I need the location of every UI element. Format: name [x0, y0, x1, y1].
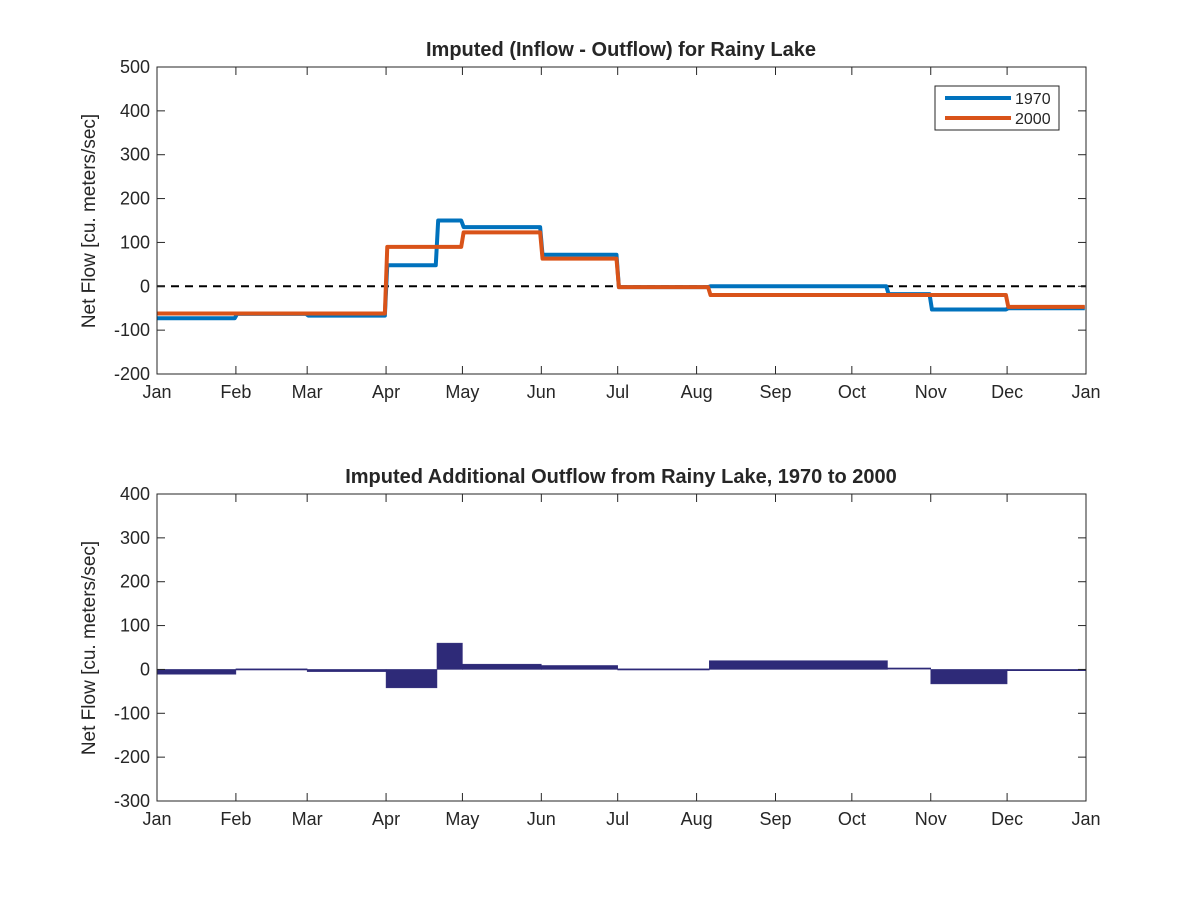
- bottom-chart-panel: Imputed Additional Outflow from Rainy La…: [79, 466, 1101, 829]
- legend-label-1970: 1970: [1015, 91, 1051, 108]
- bottom-chart-y-tick-label: 400: [120, 484, 150, 504]
- top-chart-y-tick-label: -200: [114, 364, 150, 384]
- top-chart-x-tick-label: Feb: [220, 382, 251, 402]
- top-chart-x-tick-label: Oct: [838, 382, 866, 402]
- top-chart-y-tick-label: 300: [120, 145, 150, 165]
- top-chart-x-tick-label: Jun: [527, 382, 556, 402]
- top-chart-legend[interactable]: 1970 2000: [934, 85, 1060, 131]
- top-chart-x-tick-label: Nov: [915, 382, 947, 402]
- bottom-chart-y-tick-label: 200: [120, 572, 150, 592]
- bottom-chart-axes-box: [156, 493, 1087, 802]
- top-chart-x-tick-label: Jan: [1071, 382, 1100, 402]
- top-chart-title: Imputed (Inflow - Outflow) for Rainy Lak…: [426, 39, 816, 61]
- bottom-chart-bar-segment: [306, 669, 387, 672]
- bottom-chart-y-axis-label: Net Flow [cu. meters/sec]: [79, 541, 100, 755]
- legend-box: [934, 85, 1060, 131]
- bottom-chart-y-tick-label: 300: [120, 528, 150, 548]
- bottom-chart-bar-segment: [436, 642, 463, 670]
- top-chart-y-tick-label: 100: [120, 232, 150, 252]
- bottom-chart-x-tick-label: Feb: [220, 809, 251, 829]
- bottom-chart-x-tick-label: Dec: [991, 809, 1023, 829]
- bottom-chart-y-tick-label: -300: [114, 791, 150, 811]
- bottom-chart-x-tick-label: Apr: [372, 809, 400, 829]
- top-chart-y-tick-label: 200: [120, 189, 150, 209]
- top-chart-y-tick-label: 500: [120, 57, 150, 77]
- bottom-chart-x-tick-label: Nov: [915, 809, 947, 829]
- top-chart-y-tick-label: 0: [140, 276, 150, 296]
- top-chart-y-tick-label: 400: [120, 101, 150, 121]
- top-chart-y-axis-label: Net Flow [cu. meters/sec]: [79, 114, 100, 328]
- top-chart-axes-box: [156, 66, 1087, 375]
- bottom-chart-bar-segment: [385, 669, 438, 689]
- bottom-chart-x-tick-label: Aug: [681, 809, 713, 829]
- bottom-chart-x-tick-label: Sep: [759, 809, 791, 829]
- bottom-chart-y-tick-label: 100: [120, 616, 150, 636]
- bottom-chart-x-tick-label: Jul: [606, 809, 629, 829]
- bottom-chart-bar-segment: [541, 665, 618, 670]
- legend-label-2000: 2000: [1015, 111, 1051, 128]
- top-chart-panel: Imputed (Inflow - Outflow) for Rainy Lak…: [79, 39, 1101, 402]
- bottom-chart-bar-segment: [235, 668, 308, 671]
- bottom-chart-y-tick-label: -100: [114, 703, 150, 723]
- bottom-chart-x-tick-label: May: [445, 809, 479, 829]
- series-line-2000: [157, 230, 1085, 316]
- top-chart-plot-area: -200 -100 0 100 200 300 400 500 Jan Feb Mar Apr May J…: [114, 57, 1101, 402]
- top-chart-x-tick-label: Sep: [759, 382, 791, 402]
- bottom-chart-bar-segment: [462, 663, 542, 670]
- bottom-chart-title: Imputed Additional Outflow from Rainy La…: [345, 466, 897, 488]
- top-chart-x-tick-label: May: [445, 382, 479, 402]
- bottom-chart-bar-segment: [930, 669, 1008, 685]
- bottom-chart-bar-segment: [1006, 669, 1087, 671]
- top-chart-x-tick-label: Jul: [606, 382, 629, 402]
- bottom-chart-x-tick-label: Jan: [1071, 809, 1100, 829]
- bottom-chart-bar-segment: [887, 667, 931, 670]
- top-chart-x-tick-label: Jan: [142, 382, 171, 402]
- bottom-chart-x-tick-label: Jan: [142, 809, 171, 829]
- bottom-chart-plot-area: -300 -200 -100 0 100 200 300 400 Jan Feb Mar Apr May…: [114, 484, 1101, 829]
- top-chart-y-tick-label: -100: [114, 320, 150, 340]
- series-line-1970: [157, 218, 1085, 321]
- top-chart-x-tick-label: Dec: [991, 382, 1023, 402]
- bottom-chart-x-tick-label: Mar: [292, 809, 323, 829]
- top-chart-x-tick-label: Apr: [372, 382, 400, 402]
- bottom-chart-x-tick-label: Oct: [838, 809, 866, 829]
- top-chart-x-tick-label: Mar: [292, 382, 323, 402]
- bottom-chart-y-tick-label: -200: [114, 747, 150, 767]
- bottom-chart-bar-segment: [156, 669, 237, 675]
- bottom-chart-bar-segment: [617, 668, 710, 671]
- bottom-chart-x-tick-label: Jun: [527, 809, 556, 829]
- top-chart-x-tick-label: Aug: [681, 382, 713, 402]
- bottom-chart-bar-segment: [709, 660, 888, 670]
- bottom-chart-y-tick-label: 0: [140, 659, 150, 679]
